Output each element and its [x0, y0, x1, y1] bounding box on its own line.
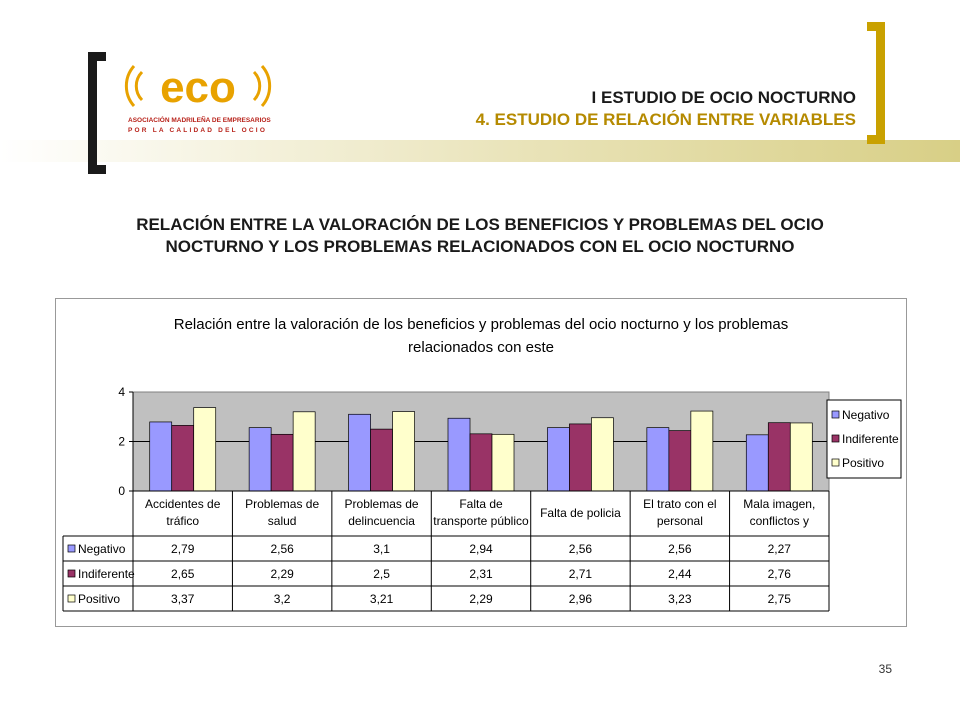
bar-negativo — [745, 434, 769, 492]
category-label: Problemas de — [245, 497, 319, 511]
table-legend-key — [67, 569, 76, 578]
category-label: salud — [268, 514, 297, 528]
page-number: 35 — [878, 662, 892, 676]
bar-negativo — [348, 413, 371, 492]
category-label: personal — [657, 514, 703, 528]
chart-title-line-1: Relación entre la valoración de los bene… — [174, 316, 789, 333]
bar-indiferente — [767, 422, 791, 492]
data-label: 2,29 — [270, 567, 294, 581]
bar-indiferente — [569, 423, 592, 492]
header-subtitle: 4. ESTUDIO DE RELACIÓN ENTRE VARIABLES — [475, 110, 856, 129]
data-label: 3,23 — [668, 592, 692, 606]
data-label: 2,56 — [668, 542, 692, 556]
y-tick-label: 4 — [118, 385, 125, 399]
data-label: 3,37 — [171, 592, 195, 606]
chart-container: Relación entre la valoración de los bene… — [55, 298, 907, 627]
table-series-name: Indiferente — [78, 567, 135, 581]
bar-negativo — [447, 417, 471, 492]
data-label: 2,27 — [768, 542, 792, 556]
bar-indiferente — [171, 425, 195, 492]
data-label: 2,31 — [469, 567, 493, 581]
bar-indiferente — [668, 430, 692, 492]
data-label: 3,2 — [274, 592, 291, 606]
table-legend-key — [67, 544, 76, 553]
bar-indiferente — [270, 433, 294, 492]
category-label: tráfico — [166, 514, 199, 528]
category-label: El trato con el — [643, 497, 716, 511]
eco-logo: eco ASOCIACIÓN MADRILEÑA DE EMPRESARIOS … — [124, 63, 271, 134]
page-title-line-1: RELACIÓN ENTRE LA VALORACIÓN DE LOS BENE… — [136, 215, 824, 234]
data-label: 2,79 — [171, 542, 195, 556]
bar-negativo — [646, 427, 670, 492]
data-label: 2,29 — [469, 592, 493, 606]
bar-indiferente — [370, 428, 393, 492]
bar-positivo — [690, 410, 714, 492]
bar-positivo — [789, 422, 813, 492]
category-label: Accidentes de — [145, 497, 221, 511]
right-bracket-bottom — [867, 135, 885, 144]
bar-positivo — [491, 433, 515, 492]
legend-swatch — [831, 434, 840, 443]
table-legend-key — [67, 594, 76, 603]
bar-positivo — [392, 411, 415, 492]
header-band — [0, 140, 960, 162]
data-label: 2,76 — [768, 567, 792, 581]
data-label: 2,71 — [569, 567, 593, 581]
data-label: 2,56 — [569, 542, 593, 556]
bar-positivo — [292, 411, 316, 492]
bar-chart: Relación entre la valoración de los bene… — [62, 316, 902, 612]
bar-negativo — [149, 421, 173, 492]
data-label: 2,56 — [270, 542, 294, 556]
data-label: 2,5 — [373, 567, 390, 581]
right-bracket-top — [867, 22, 885, 31]
legend-label: Negativo — [842, 408, 890, 422]
category-label: Falta de — [459, 497, 503, 511]
category-label: conflictos y — [750, 514, 809, 528]
y-tick-label: 0 — [118, 484, 125, 498]
logo-subtitle-2: POR LA CALIDAD DEL OCIO — [128, 127, 267, 134]
logo-subtitle-1: ASOCIACIÓN MADRILEÑA DE EMPRESARIOS — [128, 115, 271, 124]
data-label: 3,21 — [370, 592, 394, 606]
logo-word: eco — [160, 63, 236, 112]
page-title: RELACIÓN ENTRE LA VALORACIÓN DE LOS BENE… — [60, 214, 900, 258]
category-label: Falta de policia — [540, 506, 621, 520]
legend-label: Positivo — [842, 456, 884, 470]
data-label: 2,75 — [768, 592, 792, 606]
data-label: 2,94 — [469, 542, 493, 556]
data-label: 3,1 — [373, 542, 390, 556]
table-series-name: Positivo — [78, 592, 120, 606]
bar-negativo — [547, 427, 570, 492]
header-title: I ESTUDIO DE OCIO NOCTURNO — [591, 88, 856, 107]
bar-positivo — [591, 417, 614, 492]
legend-swatch — [831, 410, 840, 419]
page-title-line-2: NOCTURNO Y LOS PROBLEMAS RELACIONADOS CO… — [165, 237, 795, 256]
y-tick-label: 2 — [118, 435, 125, 449]
left-bracket-top — [88, 52, 106, 61]
bar-positivo — [193, 407, 217, 492]
right-bracket-bar — [876, 22, 885, 144]
legend-swatch — [831, 458, 840, 467]
category-label: Mala imagen, — [743, 497, 815, 511]
data-label: 2,96 — [569, 592, 593, 606]
legend-label: Indiferente — [842, 432, 899, 446]
left-bracket-bar — [88, 52, 97, 174]
category-label: delincuencia — [348, 514, 415, 528]
chart-title-line-2: relacionados con este — [408, 339, 554, 356]
data-label: 2,65 — [171, 567, 195, 581]
category-label: transporte público — [433, 514, 529, 528]
bar-indiferente — [469, 433, 493, 492]
table-series-name: Negativo — [78, 542, 126, 556]
category-label: Problemas de — [345, 497, 419, 511]
bar-negativo — [248, 427, 272, 492]
data-label: 2,44 — [668, 567, 692, 581]
left-bracket-bottom — [88, 165, 106, 174]
